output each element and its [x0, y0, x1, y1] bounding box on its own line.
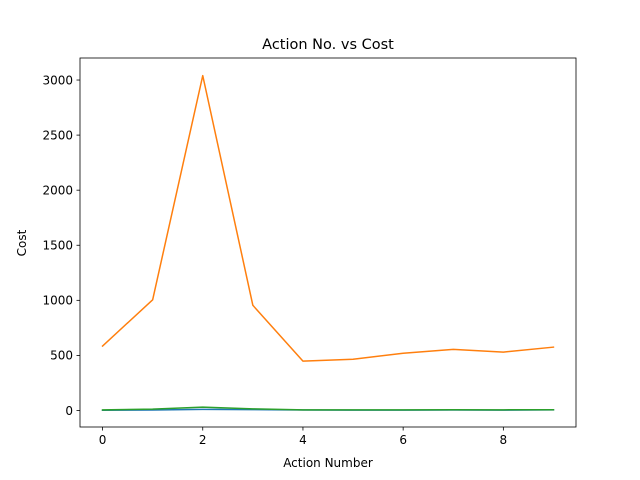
y-tick-label: 500 [50, 349, 73, 363]
y-tick-label: 3000 [42, 73, 73, 87]
chart-title: Action No. vs Cost [262, 37, 394, 53]
y-tick-label: 1000 [42, 294, 73, 308]
x-tick-label: 0 [99, 433, 107, 447]
series-line-3 [101, 406, 555, 411]
y-tick-label: 0 [65, 404, 73, 418]
x-tick-label: 8 [500, 433, 508, 447]
x-tick-label: 2 [199, 433, 207, 447]
y-tick-label: 2000 [42, 183, 73, 197]
x-tick-label: 4 [299, 433, 307, 447]
plot-frame [79, 57, 577, 428]
axes-layer: 0 2 4 6 8 0 500 1000 1500 2000 2500 3000 [42, 57, 577, 447]
x-tick-label: 6 [399, 433, 407, 447]
y-axis-label: Cost [15, 229, 29, 256]
series-layer [101, 74, 555, 412]
series-line-2 [101, 74, 555, 362]
x-axis-label: Action Number [283, 456, 373, 470]
y-tick-label: 1500 [42, 239, 73, 253]
y-tick-label: 2500 [42, 128, 73, 142]
